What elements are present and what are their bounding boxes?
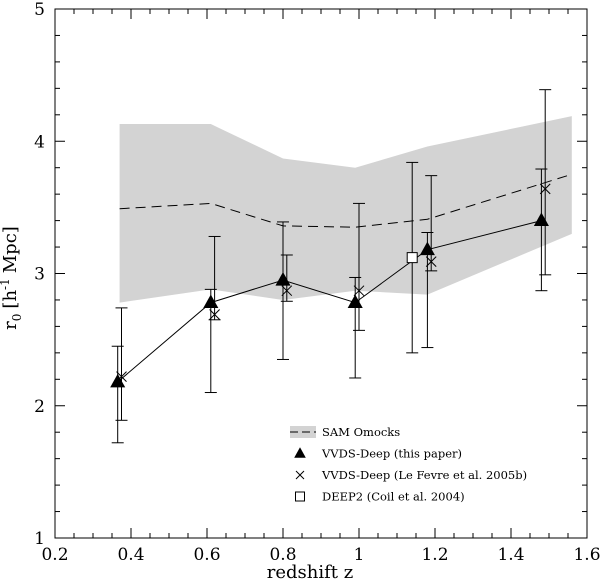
vvds-deep-this-paper-point bbox=[419, 241, 435, 256]
legend-label: SAM Omocks bbox=[322, 425, 400, 439]
y-tick-label: 2 bbox=[34, 397, 45, 417]
legend-item: VVDS-Deep (Le Fevre et al. 2005b) bbox=[295, 468, 527, 482]
y-tick-label: 1 bbox=[34, 529, 45, 549]
legend-label: VVDS-Deep (this paper) bbox=[321, 447, 462, 461]
y-axis-title-symbol: r bbox=[0, 321, 21, 330]
y-axis-title-unit: Mpc] bbox=[0, 226, 21, 273]
legend-cross-marker bbox=[295, 470, 305, 480]
legend-item: DEEP2 (Coil et al. 2004) bbox=[295, 490, 465, 504]
vvds-deep-le-fevre-et-al-2005b-error-bar bbox=[280, 254, 293, 302]
vvds-deep-le-fevre-et-al-2005b-point bbox=[116, 371, 127, 383]
vvds-deep-this-paper-error-bar bbox=[277, 221, 289, 360]
cross-stroke bbox=[425, 256, 437, 267]
legend-square-marker bbox=[295, 491, 305, 502]
vvds-deep-le-fevre-et-al-2005b-error-bar bbox=[353, 202, 365, 331]
cross-stroke bbox=[295, 470, 305, 480]
x-tick-label: 1.6 bbox=[573, 545, 600, 565]
x-tick-label: 0.6 bbox=[193, 545, 220, 565]
y-tick-label: 3 bbox=[34, 265, 45, 285]
x-tick-label: 0.2 bbox=[41, 545, 68, 565]
cross-stroke bbox=[281, 285, 293, 297]
y-axis-title-bracket: [h bbox=[0, 290, 21, 309]
vvds-deep-le-fevre-et-al-2005b-point bbox=[353, 285, 365, 297]
legend-item: SAM Omocks bbox=[290, 425, 400, 439]
sam-omocks-line bbox=[119, 173, 572, 228]
data-markers bbox=[110, 183, 551, 388]
vvds-deep-this-paper-point bbox=[203, 294, 219, 309]
x-tick-label: 1 bbox=[354, 545, 365, 565]
vvds-deep-this-paper-point bbox=[533, 212, 549, 227]
vvds-deep-le-fevre-et-al-2005b-error-bar bbox=[115, 307, 128, 421]
vvds-deep-le-fevre-et-al-2005b-point bbox=[209, 309, 220, 320]
y-tick-label: 4 bbox=[34, 132, 45, 152]
vvds-deep-this-paper-line bbox=[117, 220, 542, 383]
vvds-deep-this-paper-point bbox=[275, 272, 291, 286]
cross-stroke bbox=[353, 285, 365, 297]
cross-stroke bbox=[209, 309, 220, 320]
legend-label: DEEP2 (Coil et al. 2004) bbox=[322, 490, 465, 504]
y-axis-title: r0 [h-1 Mpc] bbox=[0, 226, 24, 330]
y-tick-label: 5 bbox=[34, 0, 45, 20]
axis-ticks bbox=[54, 8, 588, 539]
cross-stroke bbox=[116, 371, 127, 383]
legend-triangle-marker bbox=[294, 447, 306, 458]
vvds-deep-le-fevre-et-al-2005b-point bbox=[425, 256, 437, 267]
x-tick-label: 1.2 bbox=[421, 545, 448, 565]
vvds-deep-le-fevre-et-al-2005b-error-bar bbox=[539, 89, 552, 276]
x-axis-title: redshift z bbox=[267, 562, 353, 583]
legend-item: VVDS-Deep (this paper) bbox=[294, 447, 462, 461]
series-lines bbox=[117, 173, 572, 383]
y-axis-title-superscript: -1 bbox=[0, 278, 12, 290]
x-tick-label: 0.8 bbox=[269, 545, 296, 565]
deep2-coil-et-al-2004-point bbox=[406, 252, 418, 264]
sam-omocks-band bbox=[119, 116, 572, 303]
legend-label: VVDS-Deep (Le Fevre et al. 2005b) bbox=[321, 468, 527, 482]
vvds-deep-this-paper-point bbox=[347, 294, 363, 309]
x-tick-label: 0.4 bbox=[117, 545, 144, 565]
y-axis-title-subscript: 0 bbox=[10, 314, 24, 322]
vvds-deep-le-fevre-et-al-2005b-point bbox=[539, 183, 551, 195]
legend: SAM Omocks VVDS-Deep (this paper) VVDS-Dee… bbox=[290, 425, 527, 504]
vvds-deep-le-fevre-et-al-2005b-point bbox=[281, 285, 293, 297]
tick-labels: 0.2 0.4 0.6 0.8 1 1.2 1.4 1.6 1 2 3 4 5 bbox=[34, 0, 600, 565]
x-tick-label: 1.4 bbox=[497, 545, 524, 565]
cross-stroke bbox=[539, 183, 551, 195]
sam-omocks-band-area bbox=[119, 116, 572, 303]
